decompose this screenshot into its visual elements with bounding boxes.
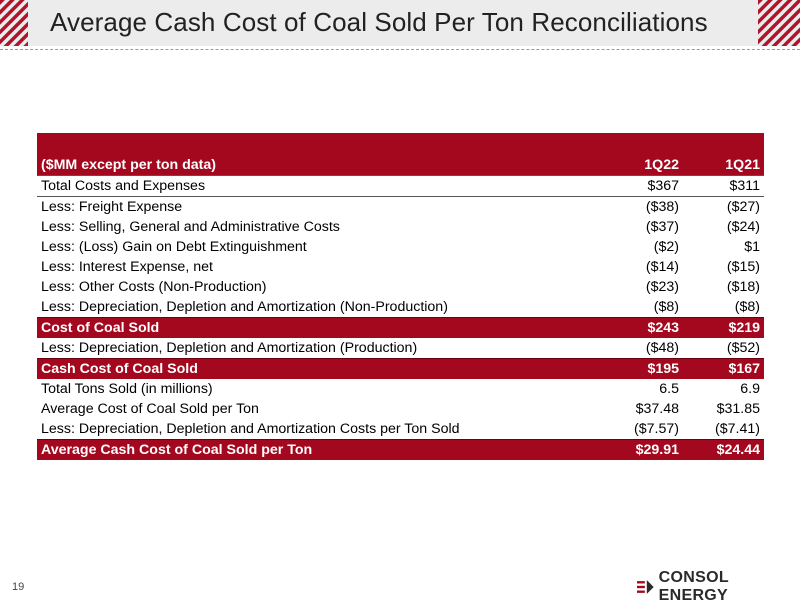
row-value-1q21: $31.85 <box>716 401 760 417</box>
row-label: Cash Cost of Coal Sold <box>37 358 545 379</box>
consol-logo-mark-icon <box>637 580 654 594</box>
row-label: Less: Freight Expense <box>41 199 183 215</box>
row-value-1q21: ($18) <box>726 279 760 295</box>
table-header-row: ($MM except per ton data) 1Q22 1Q21 <box>37 155 764 176</box>
row-value-1q21: ($52) <box>726 340 760 356</box>
slide-title: Average Cash Cost of Coal Sold Per Ton R… <box>50 7 708 37</box>
decorative-stripes-right <box>758 0 800 46</box>
table-row: Less: Depreciation, Depletion and Amorti… <box>37 419 764 440</box>
row-value-1q22: 6.5 <box>659 381 679 397</box>
consol-energy-logo: CONSOL ENERGY <box>637 569 800 604</box>
row-label: Cost of Coal Sold <box>37 317 545 338</box>
row-value-1q21: ($15) <box>726 259 760 275</box>
row-label: Average Cash Cost of Coal Sold per Ton <box>37 439 545 460</box>
row-value-1q22: ($8) <box>653 299 679 315</box>
row-value-1q22: $37.48 <box>635 401 679 417</box>
row-value-1q22: ($7.57) <box>634 421 679 437</box>
row-value-1q22: $195 <box>545 358 703 379</box>
header-col-1q22: 1Q22 <box>545 155 703 176</box>
table-row: Less: Depreciation, Depletion and Amorti… <box>37 338 764 359</box>
row-value-1q22: $367 <box>545 175 703 197</box>
table-row: Total Costs and Expenses $367 $311 <box>37 175 764 197</box>
row-value-1q21: ($7.41) <box>715 421 760 437</box>
row-label: Less: Interest Expense, net <box>41 259 213 275</box>
row-value-1q21: 6.9 <box>740 381 760 397</box>
row-value-1q22: ($38) <box>645 199 679 215</box>
row-value-1q21: $167 <box>703 358 764 379</box>
reconciliation-table: ($MM except per ton data) 1Q22 1Q21 Tota… <box>37 133 764 460</box>
row-value-1q21: $1 <box>744 239 760 255</box>
row-label: Average Cost of Coal Sold per Ton <box>41 401 259 417</box>
table-row: Less: Depreciation, Depletion and Amorti… <box>37 297 764 318</box>
row-label: Total Costs and Expenses <box>37 175 545 197</box>
row-label: Less: Selling, General and Administrativ… <box>41 219 340 235</box>
subtotal-row-cost-of-coal-sold: Cost of Coal Sold $243 $219 <box>37 317 764 338</box>
header-col-1q21: 1Q21 <box>703 155 764 176</box>
row-label: Less: Depreciation, Depletion and Amorti… <box>41 421 460 437</box>
table-row: Total Tons Sold (in millions) 6.5 6.9 <box>37 379 764 399</box>
row-label: Total Tons Sold (in millions) <box>41 381 213 397</box>
row-value-1q22: ($23) <box>645 279 679 295</box>
row-label: Less: Other Costs (Non-Production) <box>41 279 267 295</box>
table-row: Average Cost of Coal Sold per Ton $37.48… <box>37 399 764 419</box>
table-row: Less: Freight Expense ($38) ($27) <box>37 197 764 218</box>
row-value-1q22: ($2) <box>653 239 679 255</box>
row-value-1q21: $219 <box>703 317 764 338</box>
row-label: Less: Depreciation, Depletion and Amorti… <box>41 299 448 315</box>
decorative-stripes-left <box>0 0 28 46</box>
row-value-1q21: ($8) <box>734 299 760 315</box>
page-number: 19 <box>12 581 25 593</box>
row-value-1q21: ($24) <box>726 219 760 235</box>
table-row: Less: Other Costs (Non-Production) ($23)… <box>37 277 764 297</box>
row-value-1q22: ($37) <box>645 219 679 235</box>
title-bar: Average Cash Cost of Coal Sold Per Ton R… <box>0 0 800 46</box>
row-value-1q22: $243 <box>545 317 703 338</box>
row-value-1q21: $311 <box>703 175 764 197</box>
subtotal-row-cash-cost: Cash Cost of Coal Sold $195 $167 <box>37 358 764 379</box>
table-top-band <box>37 133 764 155</box>
header-label: ($MM except per ton data) <box>37 155 545 176</box>
row-value-1q21: ($27) <box>726 199 760 215</box>
table-row: Less: Selling, General and Administrativ… <box>37 217 764 237</box>
table-row: Less: (Loss) Gain on Debt Extinguishment… <box>37 237 764 257</box>
title-divider <box>0 49 800 50</box>
table-row: Less: Interest Expense, net ($14) ($15) <box>37 257 764 277</box>
row-value-1q22: $29.91 <box>545 439 703 460</box>
row-value-1q22: ($48) <box>645 340 679 356</box>
row-value-1q22: ($14) <box>645 259 679 275</box>
row-label: Less: (Loss) Gain on Debt Extinguishment <box>41 239 307 255</box>
row-label: Less: Depreciation, Depletion and Amorti… <box>41 340 418 356</box>
row-value-1q21: $24.44 <box>703 439 764 460</box>
total-row-average-cash-cost: Average Cash Cost of Coal Sold per Ton $… <box>37 439 764 460</box>
